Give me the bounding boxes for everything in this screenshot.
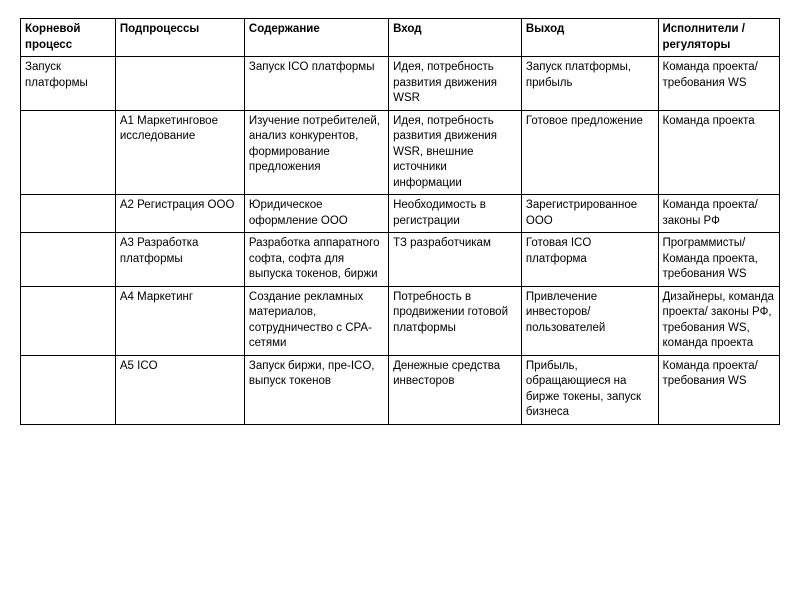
table-row: А1 Маркетинговое исследование Изучение п… (21, 110, 780, 195)
col-header: Корневой процесс (21, 19, 116, 57)
cell: Юридическое оформление ООО (244, 195, 388, 233)
cell (21, 233, 116, 287)
cell: А4 Маркетинг (115, 286, 244, 355)
cell: Готовое предложение (521, 110, 658, 195)
table-row: А2 Регистрация ООО Юридическое оформлени… (21, 195, 780, 233)
cell (115, 57, 244, 111)
cell: Запуск ICO платформы (244, 57, 388, 111)
cell: Команда проекта/ требования WS (658, 57, 779, 111)
cell: А2 Регистрация ООО (115, 195, 244, 233)
cell: Команда проекта/законы РФ (658, 195, 779, 233)
cell: Готовая ICO платформа (521, 233, 658, 287)
cell: Денежные средства инвесторов (389, 355, 522, 424)
cell: Запуск платформы (21, 57, 116, 111)
cell: Идея, потребность развития движения WSR,… (389, 110, 522, 195)
cell: Изучение потребителей, анализ конкуренто… (244, 110, 388, 195)
cell: Команда проекта (658, 110, 779, 195)
cell: Идея, потребность развития движения WSR (389, 57, 522, 111)
cell: ТЗ разработчикам (389, 233, 522, 287)
cell: Дизайнеры, команда проекта/ законы РФ, т… (658, 286, 779, 355)
process-table: Корневой процесс Подпроцессы Содержание … (20, 18, 780, 425)
cell: А5 ICO (115, 355, 244, 424)
cell: Зарегистрированное ООО (521, 195, 658, 233)
table-body: Запуск платформы Запуск ICO платформы Ид… (21, 57, 780, 425)
cell: Необходимость в регистрации (389, 195, 522, 233)
cell (21, 286, 116, 355)
cell (21, 195, 116, 233)
cell: Программисты/ Команда проекта, требовани… (658, 233, 779, 287)
table-row: Запуск платформы Запуск ICO платформы Ид… (21, 57, 780, 111)
cell: Потребность в продвижении готовой платфо… (389, 286, 522, 355)
cell: Привлечение инвесторов/ пользователей (521, 286, 658, 355)
cell: Команда проекта/ требования WS (658, 355, 779, 424)
col-header: Содержание (244, 19, 388, 57)
col-header: Вход (389, 19, 522, 57)
table-row: А5 ICO Запуск биржи, пре-ICO, выпуск ток… (21, 355, 780, 424)
table-row: А4 Маркетинг Создание рекламных материал… (21, 286, 780, 355)
col-header: Подпроцессы (115, 19, 244, 57)
col-header: Исполнители /регуляторы (658, 19, 779, 57)
col-header: Выход (521, 19, 658, 57)
cell: Создание рекламных материалов, сотруднич… (244, 286, 388, 355)
cell: А1 Маркетинговое исследование (115, 110, 244, 195)
cell: Прибыль, обращающиеся на бирже токены, з… (521, 355, 658, 424)
cell (21, 355, 116, 424)
cell: Запуск биржи, пре-ICO, выпуск токенов (244, 355, 388, 424)
cell: А3 Разработка платформы (115, 233, 244, 287)
table-row: А3 Разработка платформы Разработка аппар… (21, 233, 780, 287)
cell: Запуск платформы, прибыль (521, 57, 658, 111)
table-header-row: Корневой процесс Подпроцессы Содержание … (21, 19, 780, 57)
cell: Разработка аппаратного софта, софта для … (244, 233, 388, 287)
cell (21, 110, 116, 195)
